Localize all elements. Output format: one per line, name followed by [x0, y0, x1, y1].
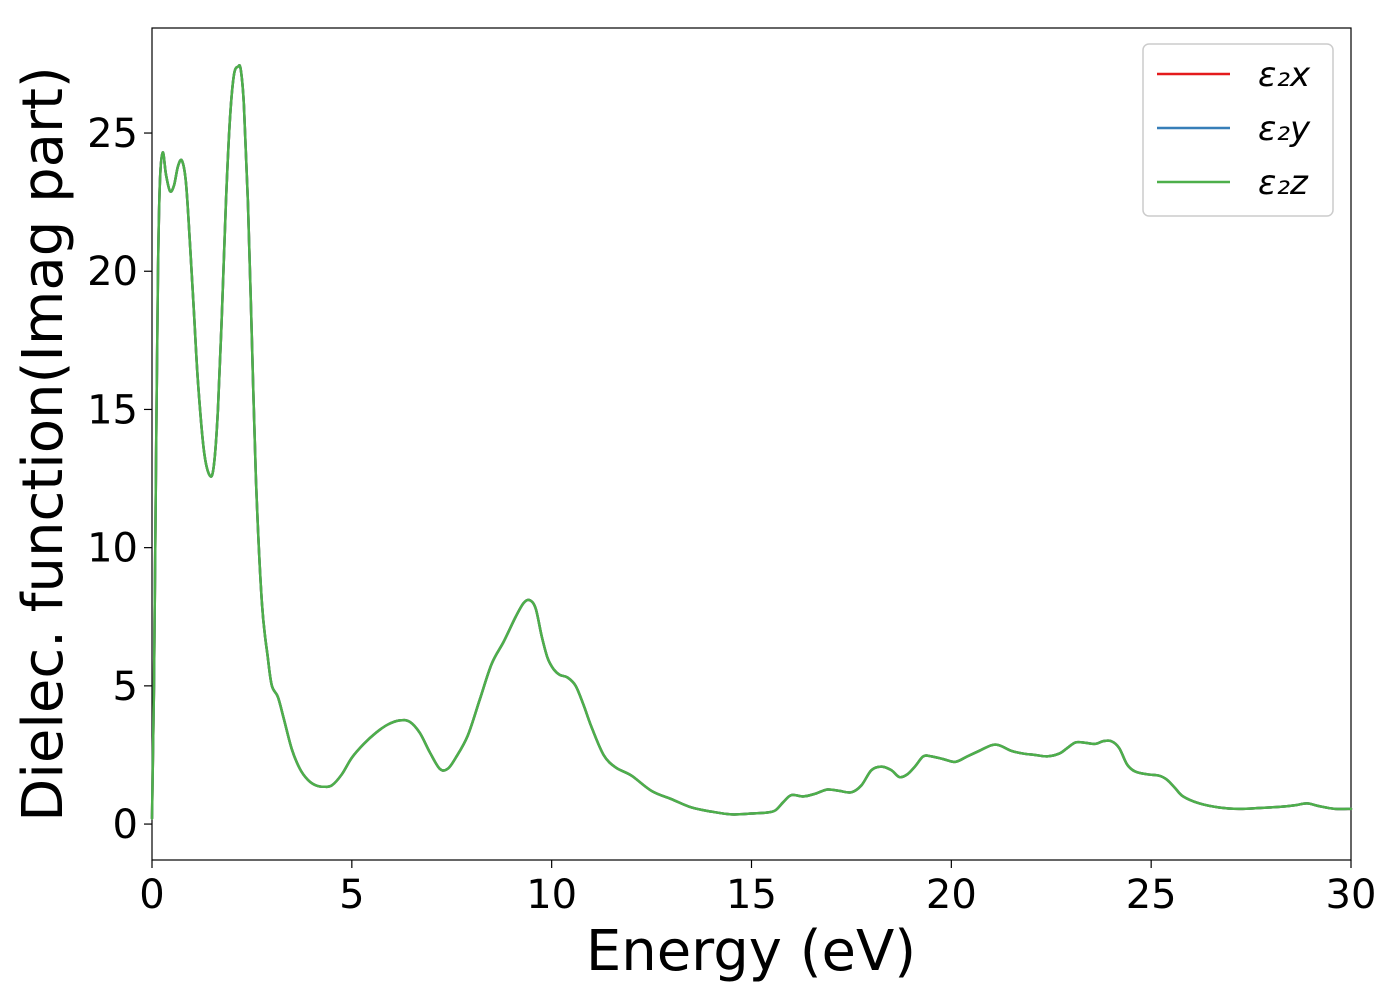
legend-label-3: ε₂z: [1258, 163, 1309, 203]
legend-entries: ε₂x ε₂y ε₂z: [1157, 55, 1311, 203]
y-axis-ticks: 0 5 10 15 20 25: [87, 111, 152, 848]
y-tick-label: 25: [87, 111, 138, 157]
series-line-3: [150, 64, 1353, 820]
y-tick-label: 15: [87, 387, 138, 433]
x-tick-label: 10: [526, 872, 577, 918]
legend-label-1: ε₂x: [1258, 55, 1311, 95]
legend-frame: [1142, 43, 1334, 217]
y-tick-label: 5: [113, 664, 138, 710]
x-tick-label: 0: [139, 872, 164, 918]
y-tick-label: 20: [87, 249, 138, 295]
y-tick-label: 10: [87, 526, 138, 572]
x-tick-label: 30: [1326, 872, 1377, 918]
x-tick-label: 20: [926, 872, 977, 918]
x-tick-label: 15: [726, 872, 777, 918]
x-axis-ticks: 0 5 10 15 20 25 30: [139, 860, 1376, 918]
x-axis-title: Energy (eV): [586, 919, 916, 984]
legend-label-2: ε₂y: [1258, 109, 1311, 149]
x-tick-label: 5: [339, 872, 364, 918]
x-tick-label: 25: [1126, 872, 1177, 918]
legend: ε₂x ε₂y ε₂z: [1142, 43, 1334, 217]
y-axis-title: Dielec. function(Imag part): [11, 66, 76, 822]
y-tick-label: 0: [113, 802, 138, 848]
series-group: [150, 64, 1353, 820]
